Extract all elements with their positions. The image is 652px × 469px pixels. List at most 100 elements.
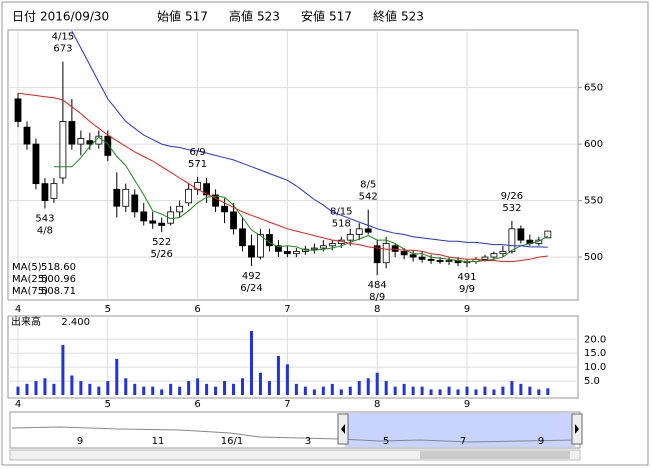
- volume-bar: [34, 381, 38, 395]
- volume-bar: [232, 383, 236, 395]
- candle-body: [346, 234, 354, 241]
- navigator-label: 3: [305, 436, 311, 447]
- annotation-date: 4/8: [37, 225, 53, 236]
- candle-body: [310, 247, 318, 250]
- candle-body: [418, 256, 426, 260]
- x-tick-label: 9: [464, 304, 470, 315]
- x-tick-label: 5: [105, 399, 111, 410]
- volume-bar: [223, 381, 227, 395]
- volume-bar: [312, 389, 316, 395]
- volume-bar: [169, 383, 173, 395]
- scroll-thumb[interactable]: [420, 451, 570, 459]
- volume-bar: [258, 372, 262, 395]
- volume-bar: [519, 383, 523, 395]
- annotation-price: 518: [332, 219, 351, 230]
- candle-body: [185, 188, 193, 204]
- candle-body: [292, 251, 300, 255]
- annotation-date: 8/9: [369, 292, 385, 303]
- volume-bar: [411, 386, 415, 395]
- ma-line: [53, 136, 549, 263]
- scrollbar[interactable]: [9, 449, 581, 461]
- candle-body: [400, 251, 408, 256]
- volume-bar: [276, 356, 280, 395]
- volume-bar: [447, 386, 451, 395]
- volume-bar: [142, 386, 146, 395]
- volume-bar: [393, 386, 397, 395]
- candle-body: [544, 230, 552, 239]
- x-tick-label: 6: [194, 399, 200, 410]
- candle-body: [131, 194, 139, 213]
- legend-value: 508.71: [41, 286, 76, 297]
- annotation-price: 484: [368, 280, 387, 291]
- header-value: 517: [329, 10, 352, 24]
- volume-bar: [546, 388, 550, 395]
- x-tick-label: 5: [105, 304, 111, 315]
- volume-bar: [196, 378, 200, 395]
- volume-bar: [97, 386, 101, 395]
- volume-bar: [106, 381, 110, 395]
- volume-bar: [25, 383, 29, 395]
- navigator-label: 9: [538, 436, 544, 447]
- volume-bar: [510, 381, 514, 395]
- navigator-line: [11, 426, 577, 443]
- arrow: [575, 424, 579, 434]
- candle-body: [176, 205, 184, 213]
- annotation-date: 8/5: [360, 180, 376, 191]
- volume-bar: [420, 386, 424, 395]
- candle-body: [41, 183, 49, 201]
- annotation-price: 492: [242, 271, 261, 282]
- volume-bar: [241, 378, 244, 395]
- annotation-date: 9/9: [459, 284, 475, 295]
- candle-body: [23, 126, 31, 145]
- volume-panel: [7, 315, 579, 399]
- volume-bar: [456, 389, 460, 395]
- x-tick-label: 7: [284, 399, 290, 410]
- navigator-label: 5: [383, 436, 389, 447]
- x-tick-label: 7: [284, 304, 290, 315]
- candle-body: [59, 121, 67, 179]
- candle-body: [248, 245, 255, 258]
- y-tick-label: 5.0: [584, 376, 600, 387]
- candle-body: [481, 256, 489, 260]
- y-tick-label: 15.0: [584, 348, 606, 359]
- candle-body: [490, 253, 498, 258]
- legend-name: MA(5): [12, 262, 42, 273]
- navigator-label: 7: [460, 436, 466, 447]
- candle-body: [328, 243, 336, 247]
- volume-bar: [43, 378, 47, 395]
- annotation-date: 5/26: [150, 249, 172, 260]
- annotation-date: 4/15: [52, 32, 74, 43]
- volume-bar: [375, 372, 379, 395]
- header-label: 終値: [373, 9, 397, 24]
- candle-body: [391, 245, 399, 252]
- candle-body: [364, 228, 372, 233]
- ma-legend-box: [10, 257, 78, 299]
- volume-bar: [537, 389, 541, 395]
- volume-title: 出来高: [11, 315, 41, 328]
- header-value: 523: [257, 10, 280, 24]
- ma-line: [71, 30, 548, 248]
- header-value: 523: [401, 10, 424, 24]
- header-value: 517: [185, 10, 208, 24]
- candle-body: [221, 205, 228, 213]
- volume-bar: [187, 381, 191, 395]
- volume-bar: [465, 386, 469, 395]
- annotation-date: 8/15: [330, 207, 352, 218]
- annotation-price: 522: [152, 237, 171, 248]
- volume-bar: [70, 375, 74, 395]
- candle-body: [32, 143, 40, 185]
- candle-body: [203, 183, 210, 196]
- candle-body: [373, 245, 381, 264]
- volume-bar: [474, 389, 478, 395]
- volume-bar: [402, 383, 406, 395]
- y-tick-label: 10.0: [584, 362, 606, 373]
- candle-body: [140, 211, 148, 222]
- volume-bar: [16, 386, 20, 395]
- volume-bar: [483, 386, 487, 395]
- annotation-price: 543: [35, 213, 54, 224]
- candle-body: [158, 222, 166, 226]
- candle-body: [355, 228, 363, 235]
- volume-bar: [501, 386, 505, 395]
- volume-bar: [151, 386, 155, 395]
